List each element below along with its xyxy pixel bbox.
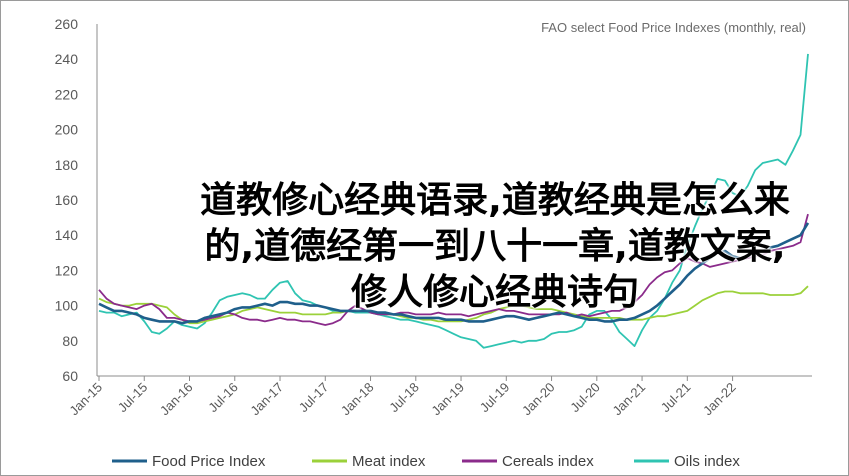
series-lines [98, 53, 810, 349]
series-line-oils-index [98, 53, 809, 349]
legend-label: Meat index [352, 453, 426, 470]
y-tick-label: 180 [55, 157, 79, 173]
y-tick-label: 240 [55, 51, 79, 67]
y-tick-label: 160 [55, 192, 79, 208]
y-tick-label: 100 [55, 298, 79, 314]
legend: Food Price Index Meat index Cereals index O… [112, 453, 740, 470]
overlay-title: 道教修心经典语录,道教经典是怎么来的,道德经第一到八十一章,道教文案,修人修心经… [200, 180, 790, 313]
y-tick-labels: 60 80 100 120 140 160 180 200 220 240 260 [55, 16, 79, 384]
y-tick-label: 120 [55, 262, 79, 278]
y-tick-label: 80 [62, 333, 78, 349]
y-tick-label: 140 [55, 227, 79, 243]
chart-title: FAO select Food Price Indexes (monthly, … [541, 20, 806, 35]
legend-label: Food Price Index [152, 453, 266, 470]
series-line-meat-index [98, 285, 809, 325]
y-tick-label: 260 [55, 16, 79, 32]
legend-label: Cereals index [502, 453, 594, 470]
series-line-food-price-index [98, 222, 810, 325]
axes [96, 24, 812, 377]
legend-label: Oils index [674, 453, 740, 470]
y-tick-label: 60 [62, 368, 78, 384]
series-line-cereals-index [98, 213, 809, 326]
y-tick-label: 220 [55, 86, 79, 102]
y-tick-label: 200 [55, 122, 79, 138]
